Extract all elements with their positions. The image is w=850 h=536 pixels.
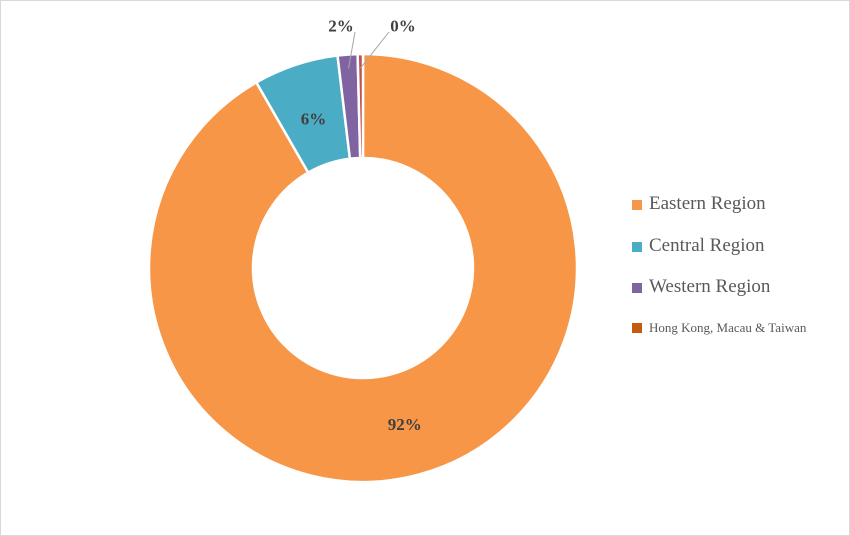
slice-eastern-region: [147, 52, 579, 484]
legend-swatch-eastern-region: [632, 200, 642, 210]
data-label-western-region: 2%: [328, 17, 354, 36]
legend-swatch-hong-kong-macau-taiwan: [632, 322, 642, 333]
leader-line-western-region: [348, 31, 356, 69]
donut-slices: [147, 52, 579, 484]
slice-hong-kong-macau-taiwan: [356, 52, 365, 160]
data-label-central-region: 6%: [301, 109, 327, 128]
legend-label-central-region: Central Region: [649, 234, 765, 256]
data-labels: 92% 6% 2% 0%: [301, 17, 422, 435]
legend-label-hong-kong-macau-taiwan: Hong Kong, Macau & Taiwan: [649, 319, 807, 335]
data-label-eastern-region: 92%: [388, 415, 422, 434]
legend-swatch-western-region: [632, 283, 642, 293]
legend-label-western-region: Western Region: [649, 276, 771, 297]
data-label-hong-kong-macau-taiwan: 0%: [390, 17, 416, 36]
legend-label-eastern-region: Eastern Region: [649, 193, 766, 214]
legend-swatch-central-region: [632, 241, 642, 252]
leader-lines: [348, 31, 390, 69]
leader-line-hong-kong-macau-taiwan: [360, 31, 390, 69]
